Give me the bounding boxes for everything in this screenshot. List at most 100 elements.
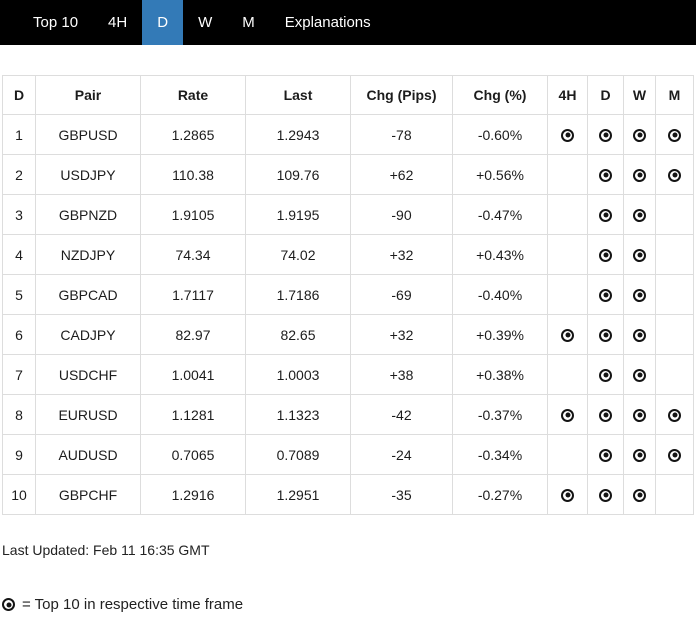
bullseye-icon	[599, 248, 612, 262]
column-header-chg-pct: Chg (%)	[452, 75, 548, 115]
bullseye-icon	[599, 208, 612, 222]
pair-cell: AUDUSD	[35, 434, 141, 475]
tf-m-cell	[655, 314, 694, 355]
tf-m-cell	[655, 394, 694, 435]
tf-w-cell	[623, 274, 656, 315]
column-header-last: Last	[245, 75, 351, 115]
nav-tab-explanations[interactable]: Explanations	[284, 14, 371, 31]
tf-w-cell	[623, 314, 656, 355]
chg-pct-cell: -0.34%	[452, 434, 548, 475]
bullseye-icon	[561, 128, 574, 142]
chg-pct-cell: -0.40%	[452, 274, 548, 315]
bullseye-icon	[561, 328, 574, 342]
nav-tab-top10[interactable]: Top 10	[33, 14, 79, 31]
tf-m-cell	[655, 114, 694, 155]
last-cell: 1.1323	[245, 394, 351, 435]
rate-cell: 74.34	[140, 234, 246, 275]
chg-pips-cell: +38	[350, 354, 453, 395]
last-cell: 0.7089	[245, 434, 351, 475]
pair-cell: GBPCHF	[35, 474, 141, 515]
bullseye-icon	[633, 328, 646, 342]
tf-4h-cell	[547, 354, 588, 395]
rank-cell: 7	[2, 354, 36, 395]
last-cell: 1.2943	[245, 114, 351, 155]
tf-d-cell	[587, 234, 624, 275]
table-row: 7 USDCHF 1.0041 1.0003 +38 +0.38%	[2, 354, 694, 395]
tf-w-cell	[623, 394, 656, 435]
rank-cell: 5	[2, 274, 36, 315]
tf-d-cell	[587, 394, 624, 435]
bullseye-icon	[599, 288, 612, 302]
bullseye-icon	[633, 168, 646, 182]
tf-d-cell	[587, 274, 624, 315]
rate-cell: 0.7065	[140, 434, 246, 475]
tf-4h-cell	[547, 314, 588, 355]
bullseye-icon	[668, 448, 681, 462]
tf-m-cell	[655, 434, 694, 475]
bullseye-icon	[599, 168, 612, 182]
last-cell: 1.2951	[245, 474, 351, 515]
legend-line: = Top 10 in respective time frame	[2, 596, 696, 613]
nav-tab-d[interactable]: D	[142, 0, 184, 45]
chg-pct-cell: -0.37%	[452, 394, 548, 435]
bullseye-icon	[599, 408, 612, 422]
tf-4h-cell	[547, 194, 588, 235]
tf-m-cell	[655, 474, 694, 515]
chg-pips-cell: -90	[350, 194, 453, 235]
pair-cell: USDCHF	[35, 354, 141, 395]
bullseye-icon	[633, 448, 646, 462]
tf-d-cell	[587, 474, 624, 515]
column-header-4h: 4H	[547, 75, 588, 115]
tf-w-cell	[623, 354, 656, 395]
bullseye-icon	[668, 408, 681, 422]
rate-cell: 1.9105	[140, 194, 246, 235]
column-header-rate: Rate	[140, 75, 246, 115]
last-updated-text: Last Updated: Feb 11 16:35 GMT	[2, 542, 210, 558]
chg-pips-cell: -78	[350, 114, 453, 155]
bullseye-icon	[561, 408, 574, 422]
rate-cell: 1.0041	[140, 354, 246, 395]
column-header-pair: Pair	[35, 75, 141, 115]
pair-cell: GBPUSD	[35, 114, 141, 155]
tf-d-cell	[587, 434, 624, 475]
pair-cell: USDJPY	[35, 154, 141, 195]
tf-w-cell	[623, 234, 656, 275]
chg-pct-cell: -0.27%	[452, 474, 548, 515]
nav-tab-m[interactable]: M	[242, 14, 255, 31]
column-header-chg-pips: Chg (Pips)	[350, 75, 453, 115]
chg-pips-cell: +32	[350, 314, 453, 355]
chg-pips-cell: -42	[350, 394, 453, 435]
bullseye-icon	[633, 128, 646, 142]
rank-cell: 10	[2, 474, 36, 515]
tf-4h-cell	[547, 474, 588, 515]
tf-4h-cell	[547, 234, 588, 275]
table-row: 9 AUDUSD 0.7065 0.7089 -24 -0.34%	[2, 434, 694, 475]
tf-d-cell	[587, 314, 624, 355]
rank-cell: 4	[2, 234, 36, 275]
chg-pct-cell: -0.47%	[452, 194, 548, 235]
table-row: 2 USDJPY 110.38 109.76 +62 +0.56%	[2, 154, 694, 195]
rate-cell: 1.2865	[140, 114, 246, 155]
column-header-m: M	[655, 75, 694, 115]
column-header-d: D	[587, 75, 624, 115]
nav-tab-4h[interactable]: 4H	[108, 14, 128, 31]
bullseye-icon	[668, 128, 681, 142]
bullseye-icon	[633, 408, 646, 422]
tf-m-cell	[655, 154, 694, 195]
bullseye-icon	[633, 368, 646, 382]
chg-pct-cell: +0.56%	[452, 154, 548, 195]
chg-pips-cell: +62	[350, 154, 453, 195]
tf-4h-cell	[547, 154, 588, 195]
bullseye-icon	[561, 488, 574, 502]
nav-tab-w[interactable]: W	[198, 14, 213, 31]
bullseye-icon	[633, 208, 646, 222]
pair-cell: EURUSD	[35, 394, 141, 435]
column-header-rank: D	[2, 75, 36, 115]
table-row: 4 NZDJPY 74.34 74.02 +32 +0.43%	[2, 234, 694, 275]
rank-cell: 6	[2, 314, 36, 355]
rank-cell: 2	[2, 154, 36, 195]
rank-cell: 1	[2, 114, 36, 155]
rate-cell: 82.97	[140, 314, 246, 355]
rate-cell: 1.1281	[140, 394, 246, 435]
rank-cell: 3	[2, 194, 36, 235]
